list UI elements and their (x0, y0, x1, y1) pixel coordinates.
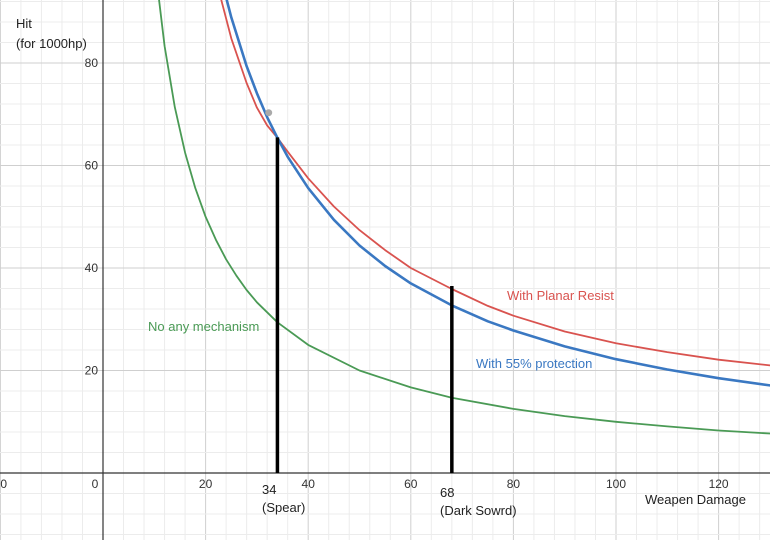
y-tick-label: 40 (85, 261, 99, 275)
x-tick-label: 20 (0, 477, 7, 491)
y-tick-label: 20 (85, 364, 99, 378)
y-tick-label: 80 (85, 56, 99, 70)
data-point (265, 109, 273, 117)
marker-label-darksword-name: (Dark Sowrd) (440, 503, 517, 518)
series-line (158, 0, 770, 435)
vertical-markers (275, 137, 454, 473)
y-axis-label: Hit (16, 16, 32, 31)
origin-label: 0 (92, 477, 99, 491)
y-tick-label: 60 (85, 159, 99, 173)
x-tick-label: 80 (507, 477, 521, 491)
marker-label-spear-value: 34 (262, 482, 276, 497)
x-tick-labels: 20 20 40 60 80 100 120 0 (0, 477, 729, 491)
y-tick-labels: 20 40 60 80 (85, 56, 99, 378)
marker-label-spear-name: (Spear) (262, 500, 305, 515)
series-curves (158, 0, 770, 435)
series-label-planar-resist: With Planar Resist (507, 288, 614, 303)
x-tick-label: 60 (404, 477, 418, 491)
y-axis-sublabel: (for 1000hp) (16, 36, 87, 51)
marker-label-darksword-value: 68 (440, 485, 454, 500)
x-tick-label: 100 (606, 477, 626, 491)
x-tick-label: 40 (302, 477, 316, 491)
series-line (220, 0, 770, 367)
x-tick-label: 120 (709, 477, 729, 491)
series-label-no-mechanism: No any mechanism (148, 319, 259, 334)
series-label-55-protection: With 55% protection (476, 356, 592, 371)
x-axis-label: Weapen Damage (645, 492, 746, 507)
series-line (225, 0, 770, 387)
x-tick-label: 20 (199, 477, 213, 491)
